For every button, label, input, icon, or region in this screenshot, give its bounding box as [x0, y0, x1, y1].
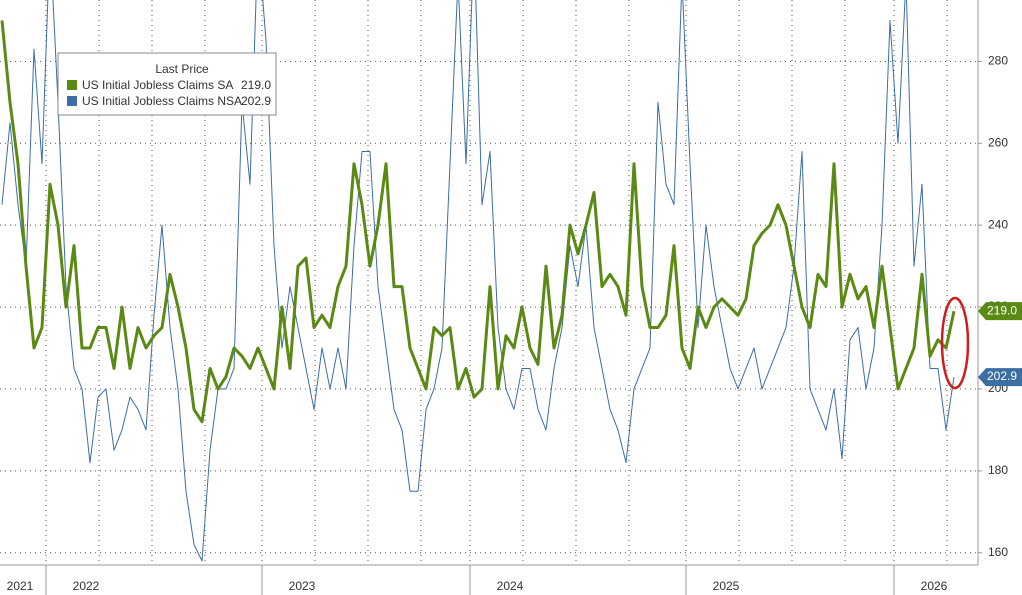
- legend-swatch: [67, 96, 77, 106]
- last-value-label: 202.9: [987, 369, 1017, 383]
- x-tick-label: 2025: [713, 579, 740, 593]
- grid: [0, 0, 978, 565]
- x-tick-label: 2023: [289, 579, 316, 593]
- legend-title: Last Price: [155, 62, 209, 76]
- legend-box: [57, 52, 277, 116]
- legend-value: 202.9: [241, 94, 271, 108]
- legend-label: US Initial Jobless Claims NSA: [82, 94, 242, 108]
- legend-value: 219.0: [241, 78, 271, 92]
- legend-label: US Initial Jobless Claims SA: [82, 78, 233, 92]
- legend: Last Price US Initial Jobless Claims SA …: [57, 52, 277, 116]
- y-tick-label: 280: [988, 54, 1008, 68]
- x-tick-label: 2022: [73, 579, 100, 593]
- series-line: [1, 0, 955, 562]
- axes: 1601802002202402602802021202220232024202…: [7, 54, 1022, 595]
- y-tick-label: 180: [988, 463, 1008, 477]
- x-tick-label: 2021: [7, 579, 34, 593]
- legend-swatch: [67, 80, 77, 90]
- last-value-label: 219.0: [987, 303, 1017, 317]
- series-line: [0, 20, 956, 424]
- y-tick-label: 260: [988, 135, 1008, 149]
- x-tick-label: 2024: [497, 579, 524, 593]
- y-tick-label: 160: [988, 545, 1008, 559]
- x-tick-label: 2026: [921, 579, 948, 593]
- highlight-ellipse: [940, 296, 970, 390]
- y-tick-label: 240: [988, 217, 1008, 231]
- last-value-tag: [978, 368, 1022, 387]
- plot-area: [0, 0, 956, 562]
- last-value-tag: [978, 302, 1022, 321]
